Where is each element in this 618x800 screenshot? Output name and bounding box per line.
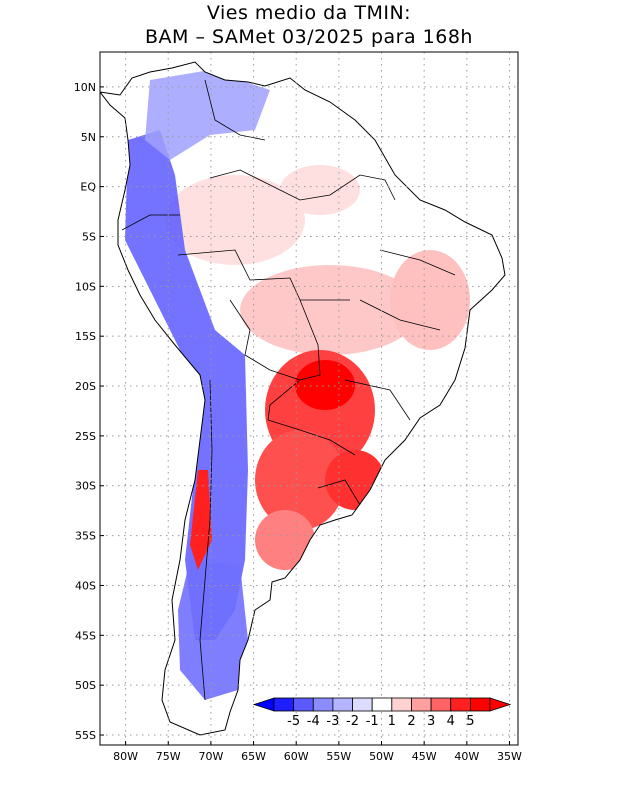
bias-region-colombia-blue xyxy=(145,70,270,160)
colorbar-swatch xyxy=(469,697,491,712)
colorbar-swatch xyxy=(352,697,373,712)
lat-tick-label: 20S xyxy=(75,380,96,393)
continent-outline xyxy=(100,61,506,736)
border-chile-argentina xyxy=(199,379,213,701)
colorbar-swatch xyxy=(430,697,452,712)
bias-region-andes-blue xyxy=(125,130,248,640)
lat-tick-label: EQ xyxy=(80,181,96,194)
bias-field xyxy=(100,62,505,735)
bias-region-north-light xyxy=(280,165,360,215)
lon-tick-label: 35W xyxy=(497,750,522,763)
colorbar-swatch xyxy=(293,697,314,712)
border-colombia-venezuela xyxy=(204,79,266,141)
lon-tick-label: 80W xyxy=(113,750,138,763)
lon-tick-label: 70W xyxy=(198,750,223,763)
colorbar: -5 -4 -3 -2 -1 1 2 3 4 5 xyxy=(252,697,512,729)
colorbar-label: 1 xyxy=(388,714,396,729)
colorbar-label: 2 xyxy=(407,714,415,729)
bias-region-core-max xyxy=(295,360,355,410)
lat-tick-label: 15S xyxy=(75,330,96,343)
colorbar-swatch xyxy=(332,697,353,712)
colorbar-label: -4 xyxy=(307,714,320,729)
lon-tick-label: 65W xyxy=(241,750,266,763)
bias-region-amazon-light xyxy=(165,175,305,265)
colorbar-swatch xyxy=(391,697,412,712)
border-brazil-states xyxy=(300,249,456,421)
lat-tick-label: 40S xyxy=(75,579,96,592)
colorbar-swatch xyxy=(371,697,393,712)
colorbar-swatch xyxy=(312,697,334,712)
lat-tick-label: 25S xyxy=(75,430,96,443)
lat-tick-label: 55S xyxy=(75,729,96,742)
lat-tick-label: 30S xyxy=(75,480,96,493)
bias-region-pampa-strong xyxy=(255,430,345,530)
border-brazil-west xyxy=(177,249,321,421)
colorbar-max-arrow xyxy=(489,697,512,712)
colorbar-label: 5 xyxy=(466,714,474,729)
lon-tick-label: 55W xyxy=(326,750,351,763)
lon-tick-label: 60W xyxy=(284,750,309,763)
lat-tick-label: 5N xyxy=(81,131,96,144)
colorbar-swatch xyxy=(273,697,295,712)
lat-tick-label: 45S xyxy=(75,629,96,642)
colorbar-label: -2 xyxy=(346,714,359,729)
lon-tick-label: 45W xyxy=(412,750,437,763)
border-uruguay xyxy=(317,479,361,506)
colorbar-label: -5 xyxy=(287,714,300,729)
colorbar-label: 4 xyxy=(447,714,455,729)
colorbar-swatch xyxy=(450,697,471,712)
country-borders xyxy=(121,79,456,701)
map-title-line2: BAM – SAMet 03/2025 para 168h xyxy=(145,26,473,48)
colorbar-swatch xyxy=(411,697,432,712)
border-ecuador-peru xyxy=(121,214,180,231)
lat-tick-label: 10N xyxy=(74,81,96,94)
bias-region-northeast-mixed xyxy=(390,250,470,350)
bias-region-central-light xyxy=(240,265,420,355)
lon-tick-label: 50W xyxy=(369,750,394,763)
longitude-labels: 80W 75W 70W 65W 60W 55W 50W 45W 40W 35W xyxy=(113,741,522,763)
border-peru-bolivia xyxy=(229,299,251,356)
border-argentina-paraguay xyxy=(267,419,356,456)
lon-tick-label: 40W xyxy=(454,750,479,763)
border-brazil-north xyxy=(209,169,396,201)
bias-region-chile-red xyxy=(190,470,212,570)
lat-tick-label: 5S xyxy=(82,230,96,243)
border-bolivia-south xyxy=(244,354,301,381)
lat-tick-label: 10S xyxy=(75,280,96,293)
colorbar-label: 3 xyxy=(427,714,435,729)
bias-region-argentina-moderate xyxy=(255,510,315,570)
map-title-line1: Vies medio da TMIN: xyxy=(206,2,412,24)
graticule xyxy=(100,52,518,745)
colorbar-label: -1 xyxy=(366,714,379,729)
lat-tick-label: 50S xyxy=(75,679,96,692)
latitude-labels: 10N 5N EQ 5S 10S 15S 20S 25S 30S 35S 40S 45S 50S 55S xyxy=(74,81,104,742)
map-frame-border xyxy=(99,51,519,746)
colorbar-label: -3 xyxy=(326,714,339,729)
lat-tick-label: 35S xyxy=(75,530,96,543)
bias-region-patagonia-blue xyxy=(178,560,248,700)
lon-tick-label: 75W xyxy=(156,750,181,763)
